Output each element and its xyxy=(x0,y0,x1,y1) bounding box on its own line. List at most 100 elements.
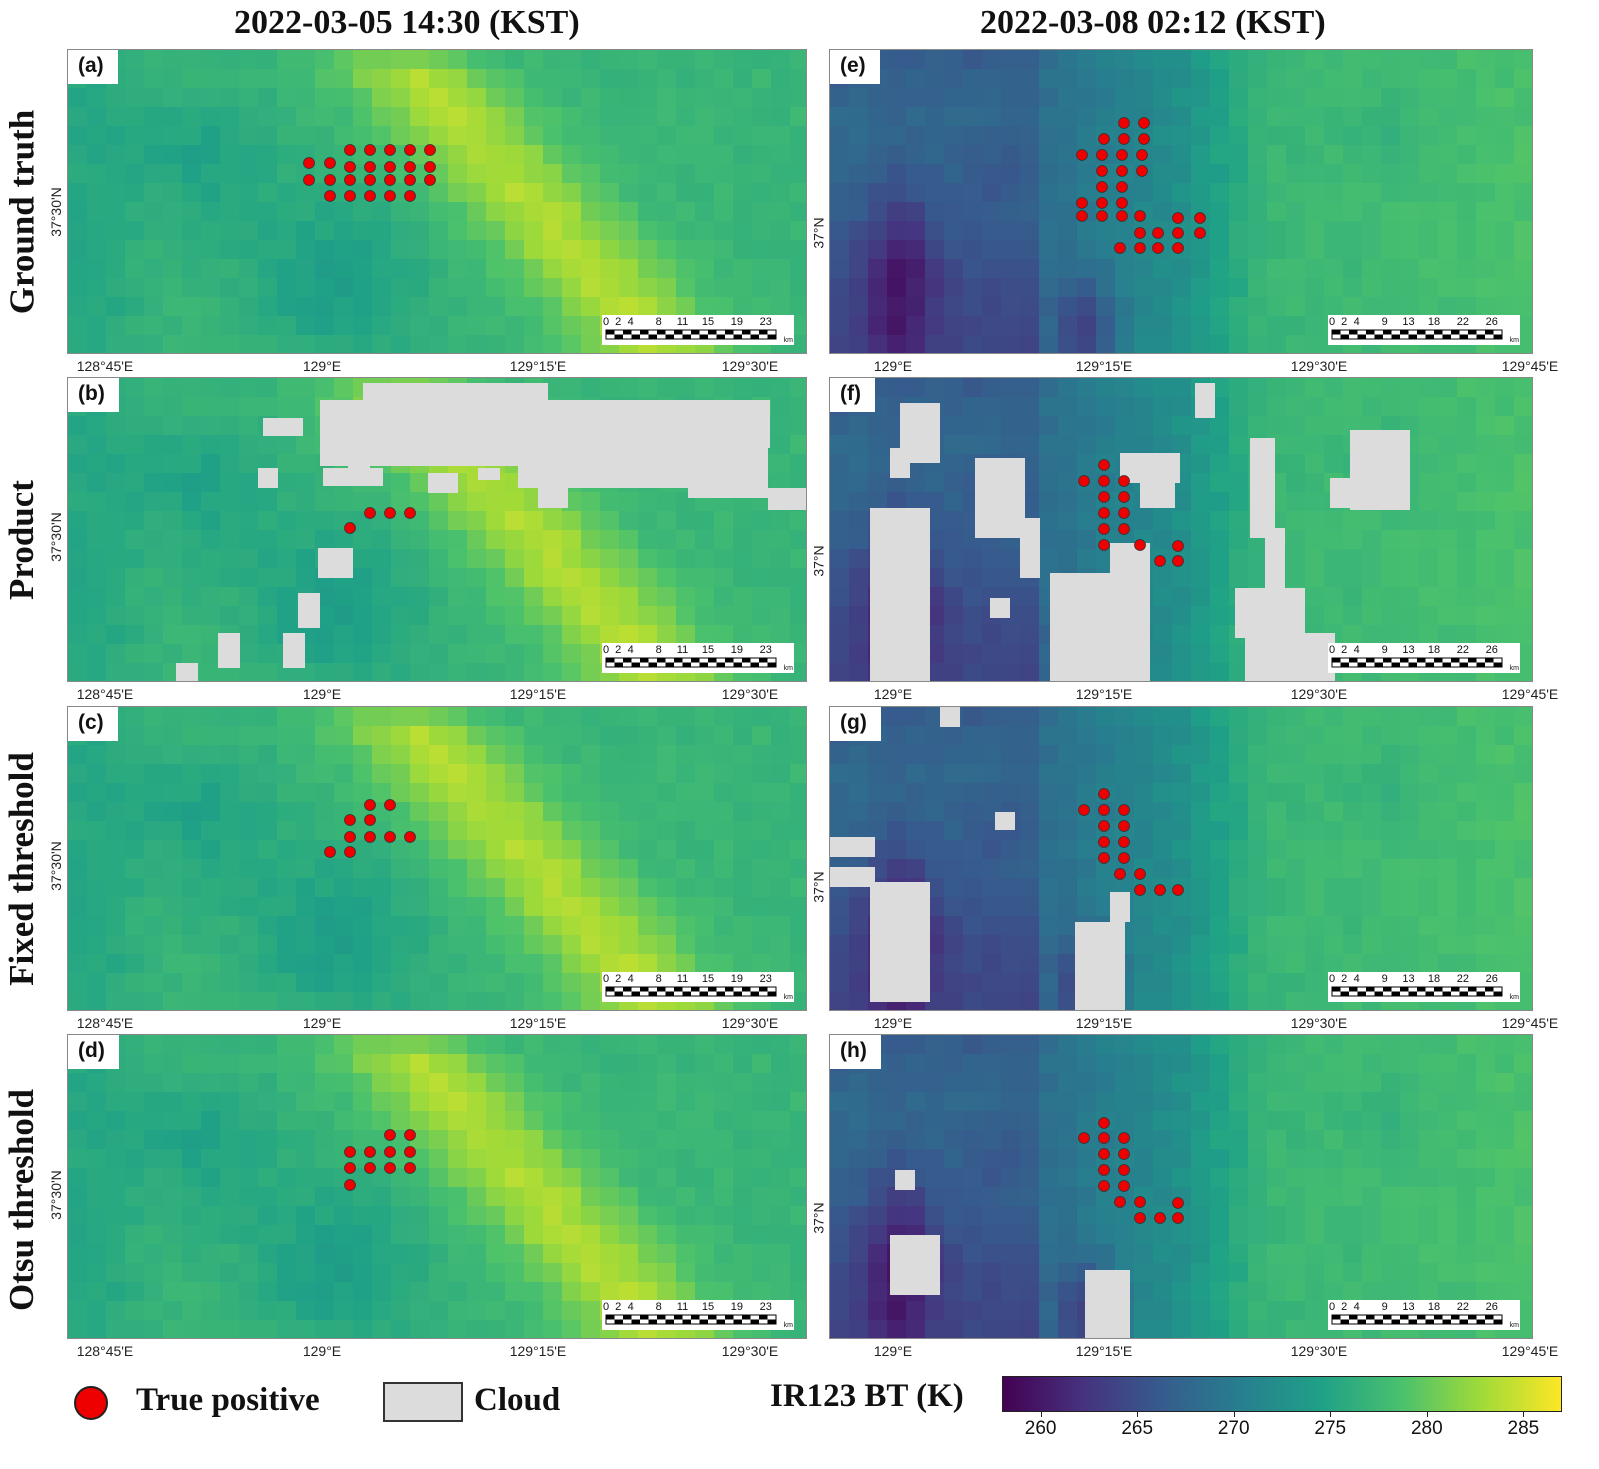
map-panel: (d) 0 2 4 8 11 15 19 23 km xyxy=(67,1034,807,1339)
panel-label: (g) xyxy=(830,707,881,741)
scale-tick: 9 xyxy=(1381,316,1388,328)
scale-unit: km xyxy=(783,337,793,344)
true-positive-marker xyxy=(1138,117,1150,129)
true-positive-marker xyxy=(1134,242,1146,254)
scale-tick: 0 xyxy=(602,1301,610,1313)
scale-tick: 22 xyxy=(1456,1301,1470,1313)
true-positive-marker xyxy=(1134,210,1146,222)
longitude-label: 129°30'E xyxy=(721,686,779,702)
latitude-label: 37°N xyxy=(809,501,829,621)
true-positive-marker xyxy=(1154,555,1166,567)
true-positive-marker xyxy=(1172,212,1184,224)
scale-bar: 0 2 4 8 11 15 19 23 km xyxy=(602,972,794,1002)
map-panel: (f) 0 2 4 9 13 18 22 26 km xyxy=(829,377,1533,682)
true-positive-marker xyxy=(404,1162,416,1174)
true-positive-marker xyxy=(1194,227,1206,239)
colorbar-tick-label: 285 xyxy=(1507,1418,1540,1439)
scale-tick: 26 xyxy=(1485,644,1498,656)
true-positive-marker xyxy=(324,157,336,169)
true-positive-marker xyxy=(344,1146,356,1158)
scale-tick: 18 xyxy=(1427,644,1441,656)
true-positive-marker xyxy=(404,190,416,202)
true-positive-marker xyxy=(384,1146,396,1158)
true-positive-marker xyxy=(1118,1132,1130,1144)
true-positive-marker xyxy=(1116,197,1128,209)
colorbar-tick-label: 265 xyxy=(1121,1418,1154,1439)
latitude-label: 37°30'N xyxy=(46,477,66,597)
longitude-label: 129°E xyxy=(873,358,913,374)
true-positive-marker xyxy=(1098,804,1110,816)
scale-tick: 8 xyxy=(655,973,662,985)
longitude-label: 129°30'E xyxy=(721,1343,779,1359)
true-positive-marker xyxy=(1154,1212,1166,1224)
legend-true-positive-marker xyxy=(74,1386,108,1420)
true-positive-marker xyxy=(1152,242,1164,254)
true-positive-marker xyxy=(1116,181,1128,193)
bt-raster-map xyxy=(68,378,806,681)
scale-tick: 0 xyxy=(602,316,610,328)
colorbar-tick xyxy=(1137,1412,1139,1417)
true-positive-marker xyxy=(1118,133,1130,145)
true-positive-marker xyxy=(1118,523,1130,535)
scale-tick: 2 xyxy=(615,316,622,328)
scale-bar: 0 2 4 9 13 18 22 26 km xyxy=(1328,643,1520,673)
scale-tick: 15 xyxy=(701,973,715,985)
scale-bar: 0 2 4 9 13 18 22 26 km xyxy=(1328,315,1520,345)
true-positive-marker xyxy=(344,831,356,843)
longitude-label: 129°E xyxy=(302,686,342,702)
true-positive-marker xyxy=(364,174,376,186)
true-positive-marker xyxy=(1098,539,1110,551)
true-positive-marker xyxy=(1096,181,1108,193)
true-positive-marker xyxy=(1118,820,1130,832)
true-positive-marker xyxy=(1098,507,1110,519)
bt-raster-map xyxy=(830,50,1532,353)
true-positive-marker xyxy=(384,799,396,811)
colorbar-tick xyxy=(1040,1412,1042,1417)
longitude-label: 129°30'E xyxy=(1290,686,1348,702)
panel-label: (h) xyxy=(830,1035,881,1069)
longitude-label: 128°45'E xyxy=(76,358,134,374)
colorbar-title: IR123 BT (K) xyxy=(770,1378,964,1414)
true-positive-marker xyxy=(1116,210,1128,222)
true-positive-marker xyxy=(1172,884,1184,896)
true-positive-marker xyxy=(324,190,336,202)
column-title-left: 2022-03-05 14:30 (KST) xyxy=(234,4,580,41)
scale-tick: 22 xyxy=(1456,973,1470,985)
scale-tick: 0 xyxy=(1328,644,1336,656)
scale-unit: km xyxy=(783,1322,793,1329)
true-positive-marker xyxy=(384,161,396,173)
scale-tick: 9 xyxy=(1381,644,1388,656)
scale-tick: 22 xyxy=(1456,644,1470,656)
panel-label: (e) xyxy=(830,50,880,84)
scale-tick: 26 xyxy=(1485,316,1498,328)
true-positive-marker xyxy=(1118,117,1130,129)
true-positive-marker xyxy=(424,161,436,173)
longitude-label: 129°15'E xyxy=(509,1015,567,1031)
true-positive-marker xyxy=(404,507,416,519)
latitude-label: 37°30'N xyxy=(46,1135,66,1255)
latitude-label: 37°N xyxy=(809,827,829,947)
true-positive-marker xyxy=(1136,165,1148,177)
scale-tick: 4 xyxy=(627,973,634,985)
scale-tick: 2 xyxy=(615,973,622,985)
true-positive-marker xyxy=(1116,165,1128,177)
panel-label: (b) xyxy=(68,378,119,412)
scale-bar: 0 2 4 9 13 18 22 26 km xyxy=(1328,972,1520,1002)
true-positive-marker xyxy=(404,161,416,173)
true-positive-marker xyxy=(364,161,376,173)
scale-tick: 18 xyxy=(1427,1301,1441,1313)
true-positive-marker xyxy=(364,190,376,202)
true-positive-marker xyxy=(1172,242,1184,254)
scale-tick: 22 xyxy=(1456,316,1470,328)
true-positive-marker xyxy=(1172,1212,1184,1224)
true-positive-marker xyxy=(1118,1164,1130,1176)
scale-tick: 9 xyxy=(1381,973,1388,985)
true-positive-marker xyxy=(364,831,376,843)
bt-raster-map xyxy=(68,1035,806,1338)
true-positive-marker xyxy=(1098,788,1110,800)
scale-unit: km xyxy=(1509,337,1519,344)
scale-tick: 19 xyxy=(730,644,744,656)
latitude-label-text: 37°N xyxy=(811,871,827,903)
legend-cloud-label: Cloud xyxy=(474,1382,561,1418)
true-positive-marker xyxy=(1134,227,1146,239)
